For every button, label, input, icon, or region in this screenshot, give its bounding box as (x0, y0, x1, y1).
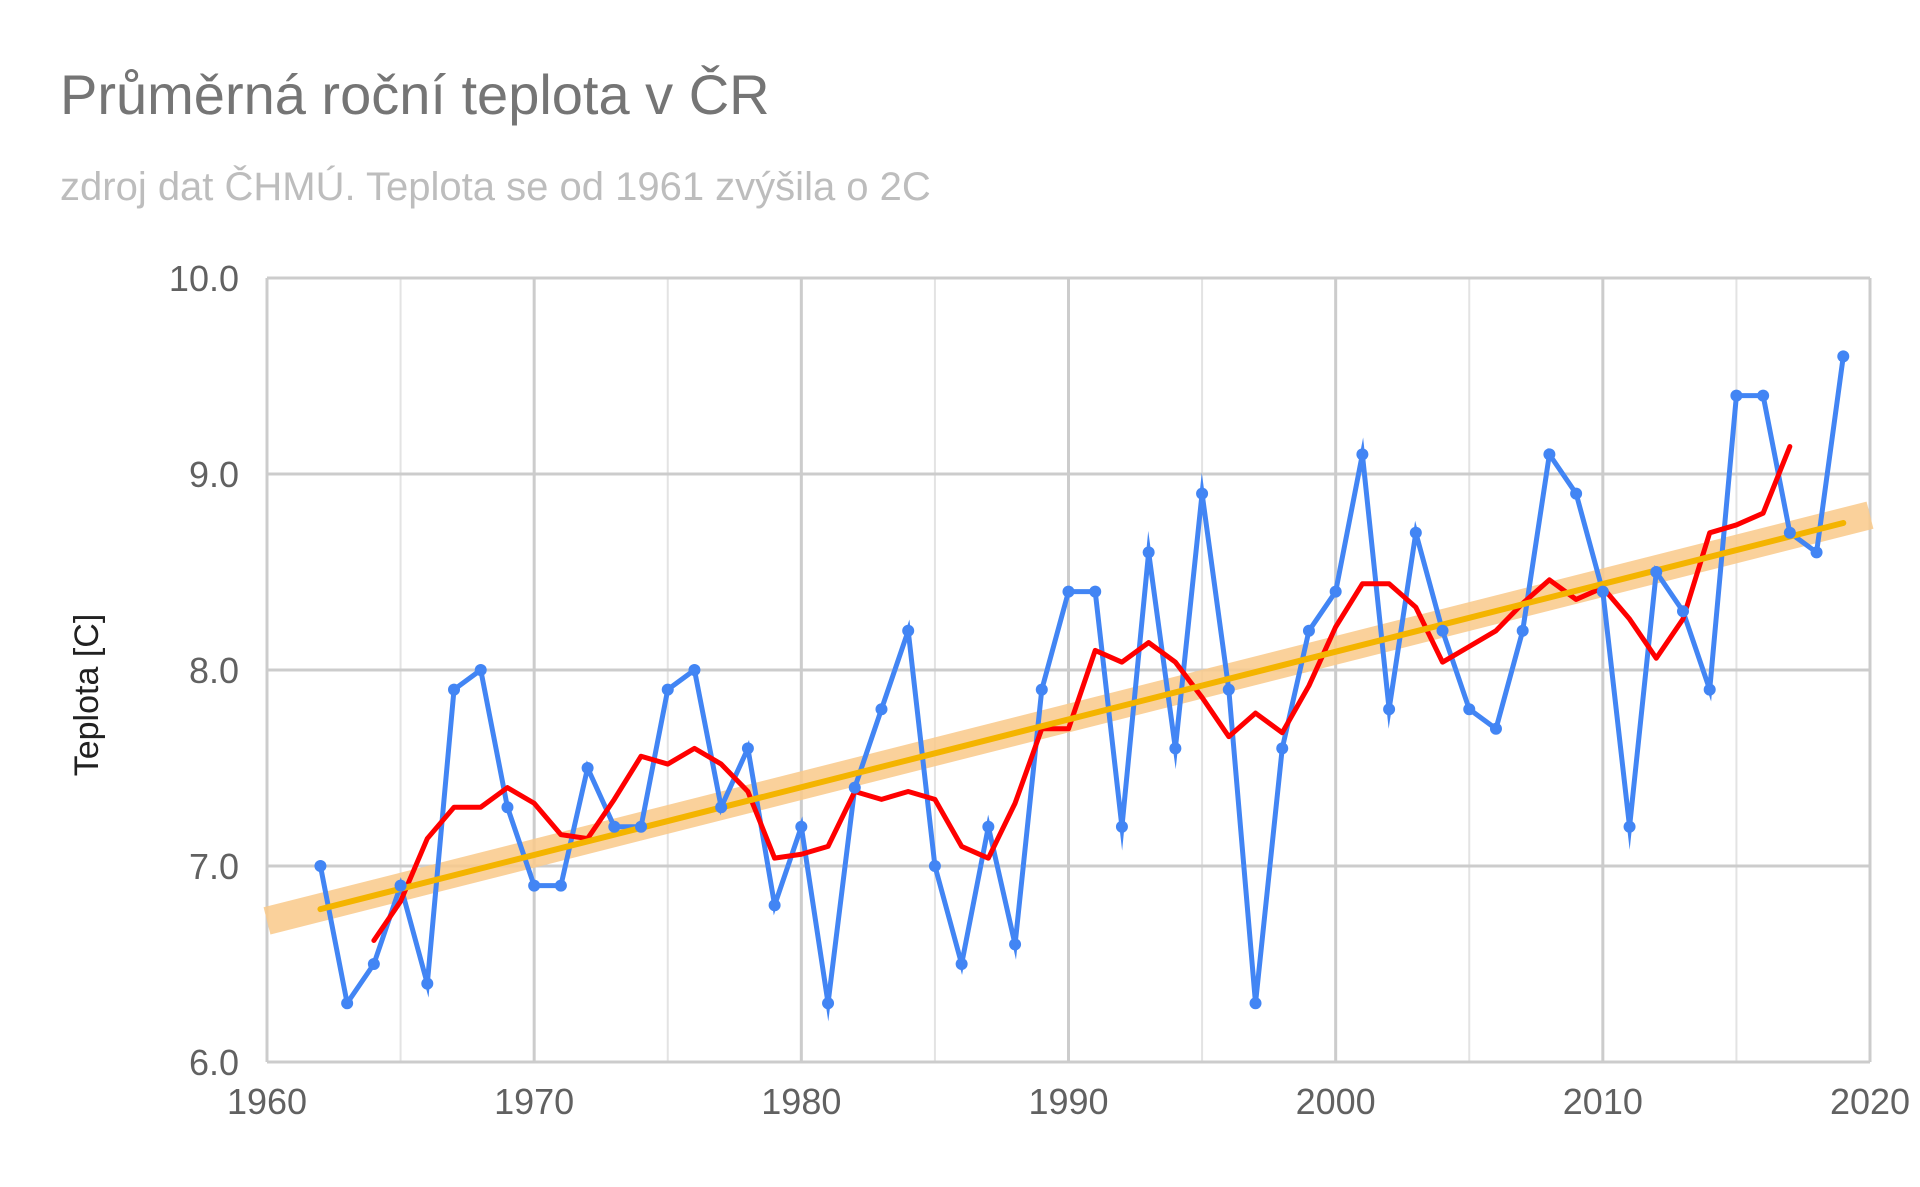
data-point (1009, 938, 1022, 951)
data-point (661, 683, 674, 696)
data-point (1329, 585, 1342, 598)
data-point (1650, 566, 1663, 578)
data-point (822, 997, 835, 1010)
data-point (394, 879, 407, 892)
x-tick-label: 1990 (1028, 1081, 1108, 1122)
data-point (1276, 742, 1289, 755)
data-point (1169, 742, 1182, 755)
data-point (1222, 683, 1235, 696)
data-point (795, 820, 808, 833)
data-point (421, 977, 434, 990)
data-point (1730, 389, 1743, 402)
data-point (1837, 350, 1850, 363)
data-point (1115, 820, 1128, 833)
data-point (741, 742, 754, 755)
data-point (1062, 585, 1075, 598)
x-tick-label: 2000 (1296, 1081, 1376, 1122)
grid (265, 276, 1872, 1064)
data-point (474, 664, 487, 676)
data-point (1409, 526, 1422, 539)
data-point (501, 801, 514, 814)
data-point (1570, 487, 1583, 500)
data-point (1676, 605, 1689, 618)
data-point (1757, 389, 1770, 402)
y-tick-label: 8.0 (189, 650, 239, 691)
data-point (1035, 683, 1048, 696)
data-point (608, 820, 621, 833)
tick-labels: 1960 1970 1980 1990 2000 2010 2020 6.0 7.0 8.0 9.0… (169, 258, 1910, 1122)
moving-average-line (371, 444, 1793, 943)
data-point (1436, 624, 1449, 637)
data-point (715, 801, 728, 814)
data-point (1516, 624, 1529, 637)
data-point (1463, 703, 1476, 716)
x-tick-label: 2020 (1830, 1081, 1910, 1122)
data-point (1089, 585, 1102, 598)
series-lines (317, 356, 1847, 1022)
data-point (902, 624, 915, 637)
trend-line (317, 520, 1847, 913)
data-point (367, 958, 380, 970)
data-point (1783, 526, 1796, 539)
data-point (848, 781, 861, 794)
y-tick-label: 9.0 (189, 454, 239, 495)
y-tick-label: 10.0 (169, 258, 239, 299)
data-point (1489, 722, 1502, 735)
data-point (1196, 487, 1209, 500)
data-point (875, 703, 888, 716)
data-point (528, 879, 541, 892)
data-point (1249, 997, 1262, 1010)
y-axis-title: Teplota [C] (68, 614, 106, 777)
chart-title: Průměrná roční teplota v ČR (60, 63, 770, 126)
series-markers (314, 350, 1850, 1010)
data-point (1810, 546, 1823, 559)
data-point (768, 899, 781, 912)
data-point (1302, 624, 1315, 637)
data-point (688, 664, 701, 676)
data-point (1356, 448, 1369, 461)
chart-subtitle: zdroj dat ČHMÚ. Teplota se od 1961 zvýši… (60, 165, 931, 209)
data-point (928, 860, 941, 872)
data-point (1703, 683, 1716, 696)
data-point (982, 820, 995, 833)
x-tick-label: 1980 (761, 1081, 841, 1122)
y-tick-label: 7.0 (189, 846, 239, 887)
y-tick-label: 6.0 (189, 1042, 239, 1083)
data-point (1596, 585, 1609, 598)
data-point (955, 958, 968, 970)
x-tick-label: 1970 (494, 1081, 574, 1122)
data-point (1543, 448, 1556, 461)
data-point (1623, 820, 1636, 833)
x-tick-label: 1960 (227, 1081, 307, 1122)
data-point (635, 820, 648, 833)
temperature-line (317, 356, 1846, 1022)
data-point (448, 683, 461, 696)
data-point (581, 762, 594, 774)
data-point (314, 860, 327, 872)
data-point (341, 997, 354, 1010)
x-tick-label: 2010 (1563, 1081, 1643, 1122)
data-point (1383, 703, 1396, 716)
data-point (1142, 546, 1155, 559)
data-point (554, 879, 567, 892)
